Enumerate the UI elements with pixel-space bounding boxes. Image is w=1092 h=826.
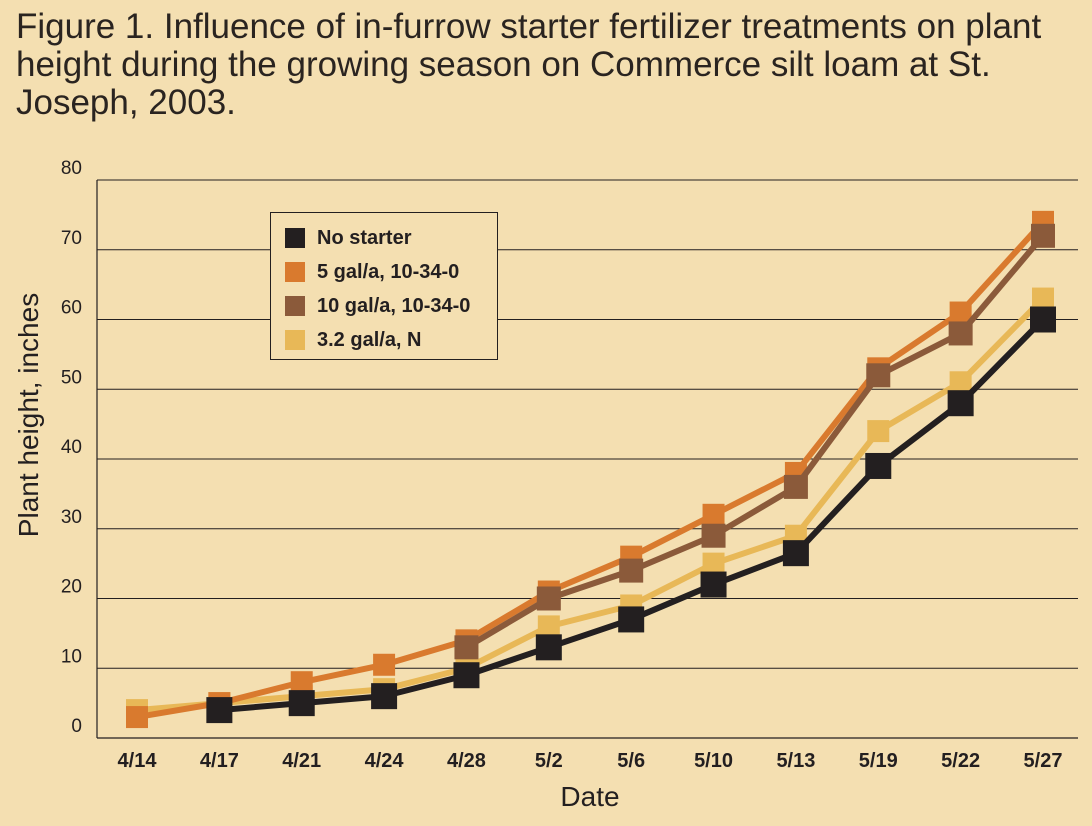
grid-lines xyxy=(96,179,1078,739)
series-no-starter xyxy=(206,306,1056,724)
data-point xyxy=(453,662,480,689)
legend-swatch xyxy=(285,330,305,350)
series-3-2-gal-a-n xyxy=(126,287,1054,722)
data-point xyxy=(537,615,560,638)
x-tick-label: 4/24 xyxy=(365,750,405,772)
series-line xyxy=(219,317,1046,714)
x-tick-label: 4/28 xyxy=(447,750,486,772)
x-tick-label: 5/2 xyxy=(535,750,563,772)
data-point xyxy=(701,523,726,548)
y-tick-label: 10 xyxy=(61,646,82,667)
x-tick-label: 5/13 xyxy=(776,750,815,772)
x-tick-label: 4/14 xyxy=(118,750,158,772)
data-point xyxy=(619,558,644,583)
data-point xyxy=(700,571,727,598)
y-axis-title: Plant height, inches xyxy=(13,293,44,537)
y-tick-label: 20 xyxy=(61,577,82,598)
legend-label: 3.2 gal/a, N xyxy=(317,328,422,351)
y-tick-label: 70 xyxy=(61,228,82,249)
legend-swatch xyxy=(285,262,305,282)
data-point xyxy=(536,586,561,611)
x-tick-labels: 4/14 4/17 4/21 4/24 4/28 5/2 5/6 5/10 5/13 5/19 5/… xyxy=(118,750,1063,772)
x-tick-label: 5/19 xyxy=(859,750,898,772)
data-point xyxy=(783,474,808,499)
data-point xyxy=(782,540,809,567)
data-point xyxy=(126,706,148,729)
chart-title: Figure 1. Influence of in-furrow starter… xyxy=(16,7,1042,122)
data-point xyxy=(288,690,315,717)
data-point xyxy=(1031,223,1055,248)
x-tick-label: 5/22 xyxy=(941,750,980,772)
data-point xyxy=(290,671,313,694)
legend-item: 5 gal/a, 10-34-0 xyxy=(285,255,497,289)
data-point xyxy=(206,697,233,724)
y-tick-label: 0 xyxy=(71,716,82,737)
x-tick-label: 4/21 xyxy=(282,750,321,772)
legend: No starter 5 gal/a, 10-34-0 10 gal/a, 10-3… xyxy=(270,212,498,360)
data-point xyxy=(948,321,973,346)
data-point xyxy=(947,390,974,417)
y-tick-label: 80 xyxy=(61,158,82,179)
data-point xyxy=(618,606,645,633)
y-tick-label: 40 xyxy=(61,437,82,458)
y-tick-label: 50 xyxy=(61,367,82,388)
data-point xyxy=(1032,287,1054,310)
series-group xyxy=(126,210,1056,729)
legend-item: No starter xyxy=(285,221,497,255)
data-point xyxy=(867,420,890,443)
legend-item: 10 gal/a, 10-34-0 xyxy=(285,289,497,323)
x-tick-label: 5/27 xyxy=(1024,750,1063,772)
legend-swatch xyxy=(285,228,305,248)
legend-label: No starter xyxy=(317,226,412,249)
x-axis-title: Date xyxy=(560,781,619,812)
data-point xyxy=(535,634,562,661)
x-tick-label: 5/10 xyxy=(694,750,733,772)
data-point xyxy=(866,363,891,388)
x-tick-label: 5/6 xyxy=(617,750,645,772)
data-point xyxy=(702,503,725,526)
data-point xyxy=(949,371,972,394)
legend-label: 5 gal/a, 10-34-0 xyxy=(317,260,460,283)
series-line xyxy=(464,233,1046,650)
data-point xyxy=(454,635,479,660)
data-point xyxy=(1030,306,1056,333)
data-point xyxy=(371,683,398,710)
data-point xyxy=(373,653,396,676)
series-5-gal-a-10-34-0 xyxy=(126,210,1054,729)
data-point xyxy=(702,552,725,575)
series-line xyxy=(136,219,1046,721)
legend-label: 10 gal/a, 10-34-0 xyxy=(317,294,471,317)
series-10-gal-a-10-34-0 xyxy=(454,223,1055,660)
series-line xyxy=(136,296,1046,714)
legend-swatch xyxy=(285,296,305,316)
y-tick-labels: 0 10 20 30 40 50 60 70 80 xyxy=(61,158,82,737)
x-tick-label: 4/17 xyxy=(200,750,239,772)
y-tick-label: 30 xyxy=(61,507,82,528)
data-point xyxy=(949,301,972,324)
data-point xyxy=(865,452,892,479)
legend-item: 3.2 gal/a, N xyxy=(285,323,497,357)
y-tick-label: 60 xyxy=(61,298,82,319)
